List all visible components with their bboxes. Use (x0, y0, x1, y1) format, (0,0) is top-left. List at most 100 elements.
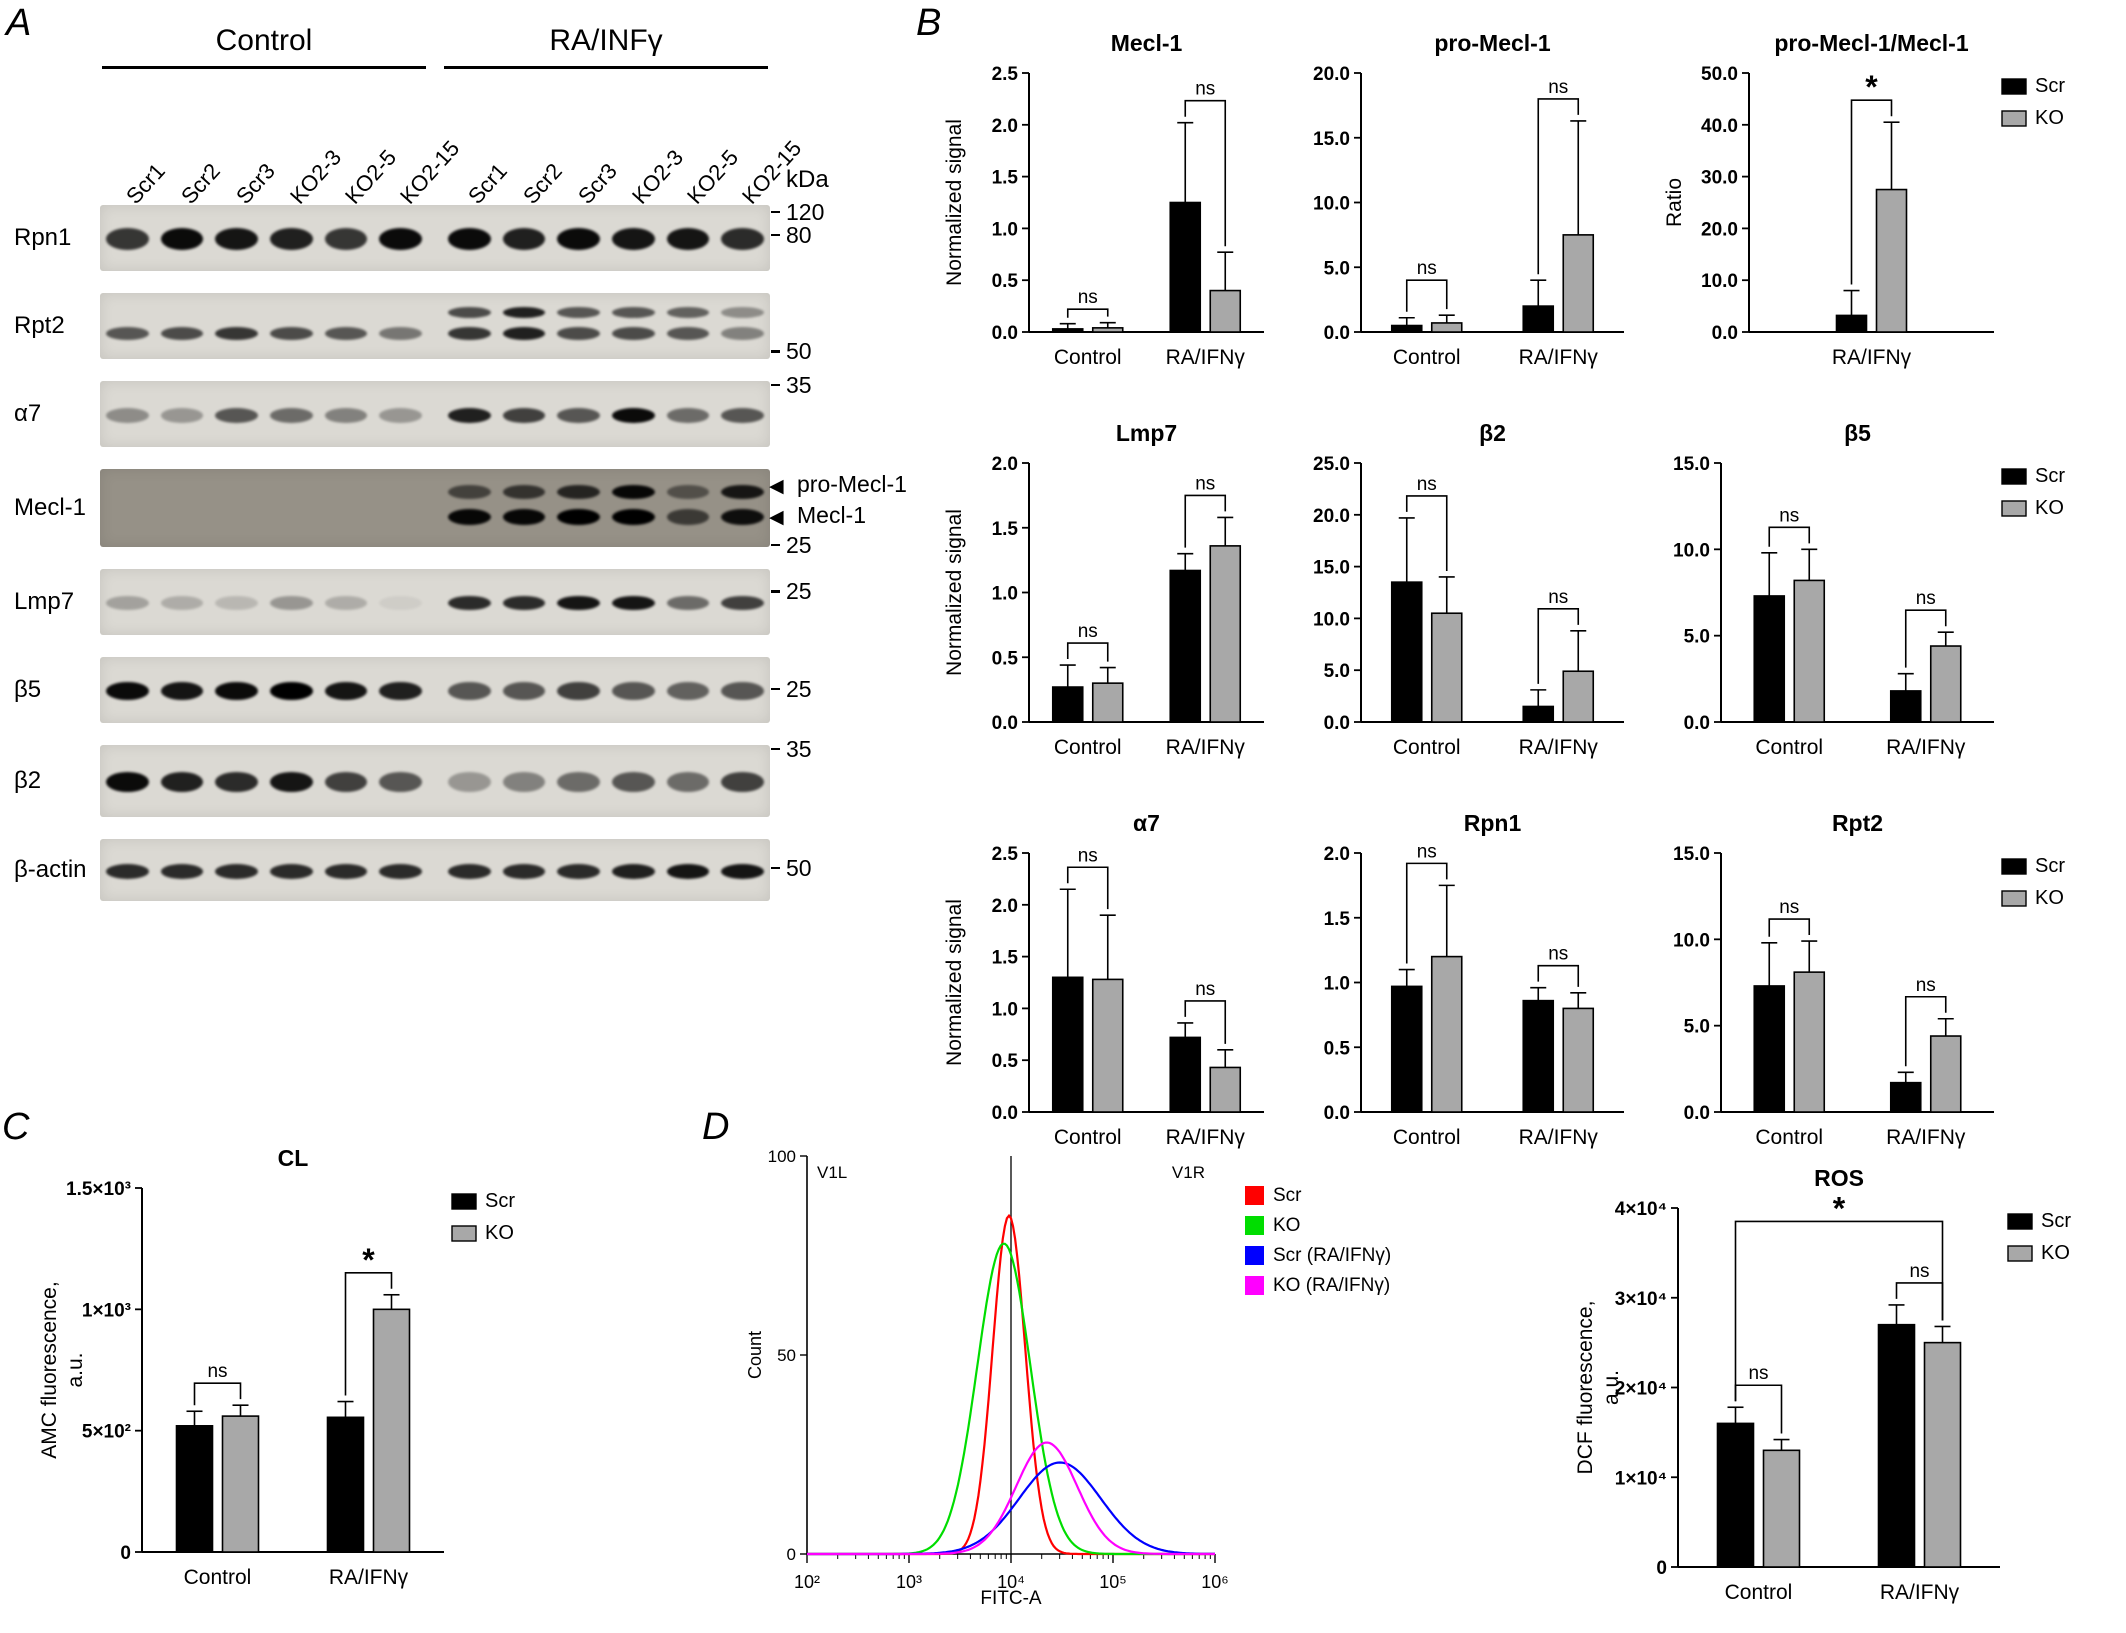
bar-chart-svg: Rpt2 0.0 5.0 10.0 15.0 Control RA/IFNγ ns ns Scr K… (1673, 810, 2065, 1149)
y-tick-label: 2×10⁴ (1615, 1379, 1667, 1400)
y-tick-label: 1.0 (992, 584, 1018, 605)
pro-mecl1-arrow-icon: ◀ (769, 476, 784, 497)
lane-label: Scr3 (572, 158, 622, 209)
protein-band (160, 596, 204, 611)
legend-label: KO (485, 1222, 514, 1244)
chart-title: ROS (1814, 1165, 1864, 1191)
bar-chart-svg: pro-Mecl-1/Mecl-1 0.0 10.0 20.0 30.0 40.0 50.0… (1663, 30, 2065, 369)
protein-band (557, 772, 600, 793)
bar-Scr (1753, 595, 1786, 723)
y-tick-label: 10.0 (1313, 194, 1350, 215)
protein-band (502, 682, 546, 701)
protein-band (666, 772, 710, 793)
legend-swatch (2007, 1213, 2033, 1230)
significance-label: ns (1195, 979, 1215, 1000)
protein-band (379, 327, 422, 341)
protein-band (160, 228, 204, 251)
protein-band (557, 407, 600, 423)
x-tick-label: 10⁵ (1099, 1572, 1126, 1592)
protein-band (721, 509, 764, 526)
bar-KO (1929, 645, 1962, 723)
protein-band (666, 682, 710, 701)
chart-title: pro-Mecl-1 (1434, 30, 1551, 56)
bar-chart-svg: β2 0.0 5.0 10.0 15.0 20.0 25.0 Control RA/IFNγ ns… (1313, 420, 1624, 759)
protein-band (721, 485, 764, 500)
protein-band (448, 772, 491, 793)
lane-label: Scr1 (121, 158, 171, 209)
y-tick-label: 5.0 (1324, 661, 1350, 682)
protein-band (106, 596, 149, 611)
y-tick-label: 0 (787, 1545, 796, 1564)
y-axis-label: Normalized signal (943, 899, 966, 1066)
bar-chart-svg: CL 0 5×10² 1×10³ 1.5×10³ AMC fluorescence, a.u… (38, 1145, 515, 1589)
significance-bracket (1405, 862, 1448, 964)
legend-label: KO (2041, 1242, 2070, 1264)
chart-ratio: pro-Mecl-1/Mecl-1 0.0 10.0 20.0 30.0 40.0 50.0… (1655, 25, 2120, 395)
x-category-label: Control (1755, 1126, 1823, 1149)
significance-label: ns (1779, 505, 1799, 526)
y-tick-label: 20.0 (1701, 219, 1738, 240)
blot-image-β5 (100, 657, 770, 723)
protein-band (448, 596, 491, 611)
y-tick-label: 0.5 (992, 271, 1019, 292)
blot-image-Lmp7 (100, 569, 770, 635)
x-axis-label: FITC-A (980, 1588, 1042, 1609)
bar-Scr (1889, 690, 1922, 723)
protein-band (160, 682, 204, 701)
legend-label: Scr (2041, 1210, 2071, 1232)
protein-band (324, 327, 368, 341)
y-tick-label: 10.0 (1673, 540, 1710, 561)
protein-band (106, 772, 149, 793)
bar-Scr (1051, 328, 1084, 333)
significance-bracket (1066, 308, 1109, 318)
y-axis-label: Ratio (1663, 178, 1686, 227)
kda-marker-label: 35 (786, 735, 812, 762)
y-tick-label: 0.5 (1324, 1038, 1351, 1059)
protein-band (612, 327, 655, 341)
legend-label: Scr (RA/IFNγ) (1273, 1245, 1391, 1266)
bar-KO (1430, 612, 1463, 723)
protein-band (612, 596, 655, 611)
significance-bracket (193, 1382, 242, 1406)
x-category-label: Control (1393, 736, 1461, 759)
bar-KO (1929, 1035, 1962, 1113)
protein-band (502, 307, 546, 319)
gate-label-v1l: V1L (817, 1163, 847, 1182)
x-category-label: Control (1054, 1126, 1122, 1149)
y-tick-label: 50 (777, 1346, 796, 1365)
significance-bracket (1184, 494, 1227, 548)
protein-band (666, 407, 710, 423)
legend-swatch (2007, 1245, 2033, 1262)
protein-band (215, 407, 258, 423)
bar-Scr (1522, 705, 1555, 723)
significance-label: * (362, 1242, 375, 1278)
x-category-label: RA/IFNγ (1166, 1126, 1246, 1149)
kda-marker-label: 50 (786, 338, 812, 365)
panel-d-letter: D (702, 1106, 730, 1148)
y-tick-label: 50.0 (1701, 64, 1738, 85)
protein-band (448, 307, 491, 319)
protein-band (379, 596, 422, 611)
significance-label: ns (1417, 258, 1437, 279)
protein-band (557, 596, 600, 611)
legend-swatch (1245, 1216, 1264, 1235)
y-tick-label: 1.5 (992, 948, 1019, 969)
protein-band (160, 327, 204, 341)
protein-band (270, 682, 313, 701)
protein-band (379, 772, 422, 793)
x-tick-label: 10³ (896, 1572, 922, 1592)
x-category-label: RA/IFNγ (1886, 736, 1966, 759)
blot-row-label: Mecl-1 (14, 494, 87, 521)
y-tick-label: 5.0 (1324, 258, 1350, 279)
histogram-curve (807, 1441, 1215, 1556)
significance-label: ns (1548, 587, 1568, 608)
protein-band (612, 228, 655, 251)
y-tick-label: 0.0 (1684, 1103, 1710, 1124)
y-tick-label: 0.5 (992, 1051, 1019, 1072)
significance-label: ns (1909, 1261, 1929, 1282)
y-tick-label: 0.0 (1324, 1103, 1350, 1124)
significance-label: ns (1417, 841, 1437, 862)
flow-histogram-svg: 0 50 100 Count 10² 10³ 10⁴ 10⁵ 10⁶ V1L V1R FITC-A Sc… (745, 1147, 1391, 1609)
significance-bracket (344, 1271, 393, 1396)
